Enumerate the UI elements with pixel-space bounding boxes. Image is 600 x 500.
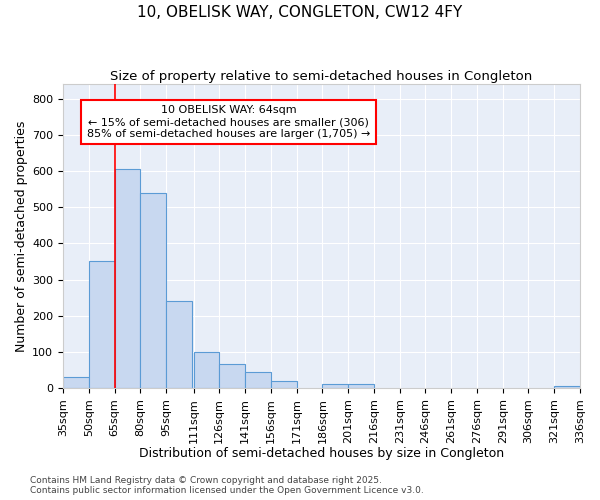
Bar: [166, 302, 192, 388]
Text: 10 OBELISK WAY: 64sqm
← 15% of semi-detached houses are smaller (306)
85% of sem: 10 OBELISK WAY: 64sqm ← 15% of semi-deta…: [87, 106, 370, 138]
Bar: [271, 381, 296, 388]
Bar: [89, 262, 115, 388]
Y-axis label: Number of semi-detached properties: Number of semi-detached properties: [15, 120, 28, 352]
Bar: [194, 352, 220, 388]
Bar: [115, 169, 140, 388]
Title: Size of property relative to semi-detached houses in Congleton: Size of property relative to semi-detach…: [110, 70, 533, 83]
Bar: [322, 384, 348, 388]
Text: Contains HM Land Registry data © Crown copyright and database right 2025.
Contai: Contains HM Land Registry data © Crown c…: [30, 476, 424, 495]
Text: 10, OBELISK WAY, CONGLETON, CW12 4FY: 10, OBELISK WAY, CONGLETON, CW12 4FY: [137, 5, 463, 20]
Bar: [245, 372, 271, 388]
Bar: [554, 386, 580, 388]
X-axis label: Distribution of semi-detached houses by size in Congleton: Distribution of semi-detached houses by …: [139, 447, 504, 460]
Bar: [220, 364, 245, 388]
Bar: [140, 192, 166, 388]
Bar: [63, 378, 89, 388]
Bar: [348, 384, 374, 388]
